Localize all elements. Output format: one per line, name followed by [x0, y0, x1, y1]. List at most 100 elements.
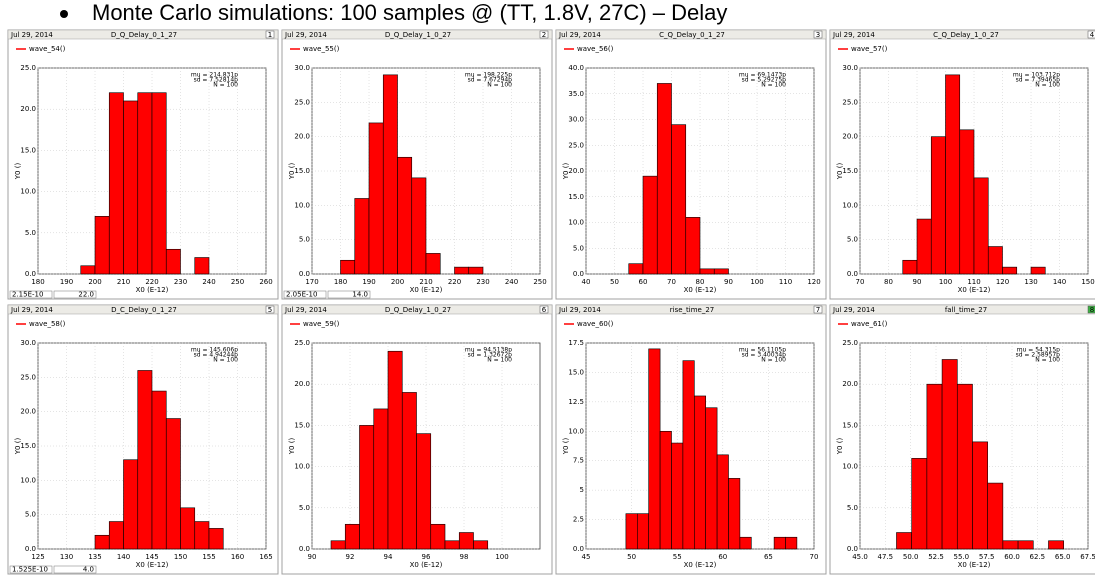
x-tick-label: 240	[202, 278, 215, 286]
chart-panel: Jul 29, 2014 D_Q_Delay_1_0_27 2 wave_55() 0.…	[281, 29, 553, 300]
x-tick-label: 70	[667, 278, 676, 286]
y-axis-label: Y0 ()	[288, 438, 296, 456]
x-tick-label: 100	[939, 278, 952, 286]
histogram-bar	[94, 216, 110, 275]
stat-label: sd = 7.52814p	[194, 77, 239, 84]
stat-label: sd = 4.94244p	[194, 352, 239, 359]
histogram-bar	[473, 540, 489, 550]
chart-panel: Jul 29, 2014 D_Q_Delay_0_1_27 1 wave_54() 0.…	[7, 29, 279, 300]
x-axis-label: X0 (E-12)	[684, 286, 717, 294]
y-tick-label: 15.0	[842, 421, 858, 429]
stat-label: N = 100	[213, 357, 238, 364]
panel-date: Jul 29, 2014	[558, 306, 601, 314]
histogram-bar	[411, 177, 427, 275]
y-tick-label: 20.0	[20, 408, 36, 416]
y-tick-label: 10.0	[294, 201, 310, 209]
x-tick-label: 100	[750, 278, 763, 286]
y-tick-label: 10.0	[20, 188, 36, 196]
y-tick-label: 15.0	[568, 368, 584, 376]
heading: Monte Carlo simulations: 100 samples @ (…	[92, 0, 727, 25]
histogram-bar	[123, 100, 139, 275]
y-tick-label: 30.0	[568, 116, 584, 124]
y-tick-label: 20.0	[294, 133, 310, 141]
x-tick-label: 40	[582, 278, 591, 286]
histogram-bar	[987, 246, 1003, 275]
panel-date: Jul 29, 2014	[10, 306, 53, 314]
y-tick-label: 10.0	[568, 427, 584, 435]
x-tick-label: 210	[419, 278, 432, 286]
x-tick-label: 65.0	[1055, 553, 1071, 561]
cursor-value: 2.05E-10	[286, 291, 317, 299]
y-tick-label: 25.0	[842, 98, 858, 106]
histogram-bar	[1017, 540, 1034, 550]
y-tick-label: 15.0	[842, 167, 858, 175]
x-tick-label: 52.5	[928, 553, 944, 561]
panel-title: C_Q_Delay_0_1_27	[659, 31, 725, 39]
x-tick-label: 90	[724, 278, 733, 286]
x-tick-label: 47.5	[878, 553, 894, 561]
panel-header	[7, 29, 279, 40]
x-tick-label: 65	[764, 553, 773, 561]
histogram-bar	[682, 360, 695, 550]
histogram-bar	[739, 536, 752, 550]
cursor-box	[9, 290, 53, 299]
panel-number: 8	[1090, 306, 1094, 314]
y-tick-label: 20.0	[842, 380, 858, 388]
y-tick-label: 40.0	[568, 64, 584, 72]
x-tick-label: 110	[779, 278, 792, 286]
y-tick-label: 5.0	[573, 244, 584, 252]
panel-number-box	[813, 305, 823, 314]
panel-date: Jul 29, 2014	[832, 31, 875, 39]
histogram-bar	[916, 218, 932, 275]
y-tick-label: 5	[580, 486, 584, 494]
panel-title: D_Q_Delay_0_1_27	[111, 31, 177, 39]
panel-number-box	[1087, 305, 1095, 314]
histogram-bar	[785, 536, 798, 550]
x-tick-label: 60.0	[1004, 553, 1020, 561]
histogram-bar	[685, 217, 701, 275]
y-tick-label: 5.0	[299, 236, 310, 244]
histogram-bar	[625, 513, 638, 550]
panel-title: fall_time_27	[945, 306, 987, 314]
y-tick-label: 10.0	[568, 219, 584, 227]
histogram-bar	[902, 259, 918, 275]
stat-label: mu = 54.315p	[1017, 347, 1060, 354]
y-tick-label: 0.0	[299, 545, 310, 553]
histogram-bar	[194, 257, 210, 275]
y-tick-label: 5.0	[299, 504, 310, 512]
panel-number: 4	[1090, 31, 1095, 39]
y-tick-label: 25.0	[842, 339, 858, 347]
x-tick-label: 240	[505, 278, 518, 286]
legend-label: wave_55()	[303, 45, 340, 53]
x-tick-label: 260	[259, 278, 272, 286]
chart-panel: Jul 29, 2014 D_Q_Delay_1_0_27 6 wave_59() 0.…	[281, 304, 553, 575]
stat-label: mu = 145.606p	[191, 347, 238, 354]
histogram-bar	[123, 459, 139, 550]
stat-label: mu = 198.225p	[465, 72, 512, 79]
chart-panel: Jul 29, 2014 C_Q_Delay_0_1_27 3 wave_56() 0.…	[555, 29, 827, 300]
histogram-bar	[330, 540, 346, 550]
y-tick-label: 5.0	[847, 236, 858, 244]
panel-title: rise_time_27	[670, 306, 715, 314]
panel-title: D_Q_Delay_1_0_27	[385, 306, 451, 314]
histogram-bar	[94, 534, 110, 550]
panel-number: 2	[542, 31, 546, 39]
histogram-bar	[454, 266, 470, 275]
y-tick-label: 25.0	[294, 98, 310, 106]
y-tick-label: 25.0	[294, 339, 310, 347]
stat-label: mu = 69.1473p	[739, 72, 786, 79]
histogram-bar	[194, 521, 210, 550]
cursor-value: 1.525E-10	[12, 566, 48, 574]
x-tick-label: 190	[362, 278, 375, 286]
panel-date: Jul 29, 2014	[284, 306, 327, 314]
y-tick-label: 25.0	[20, 373, 36, 381]
panel-number: 7	[816, 306, 820, 314]
histogram-bar	[387, 350, 403, 550]
y-axis-label: Y0 ()	[14, 438, 22, 456]
y-tick-label: 0.0	[847, 545, 858, 553]
panel-number-box	[265, 30, 275, 39]
x-tick-label: 140	[117, 553, 130, 561]
panel-header	[7, 304, 279, 315]
y-tick-label: 25.0	[568, 141, 584, 149]
panel-title: D_C_Delay_0_1_27	[111, 306, 177, 314]
